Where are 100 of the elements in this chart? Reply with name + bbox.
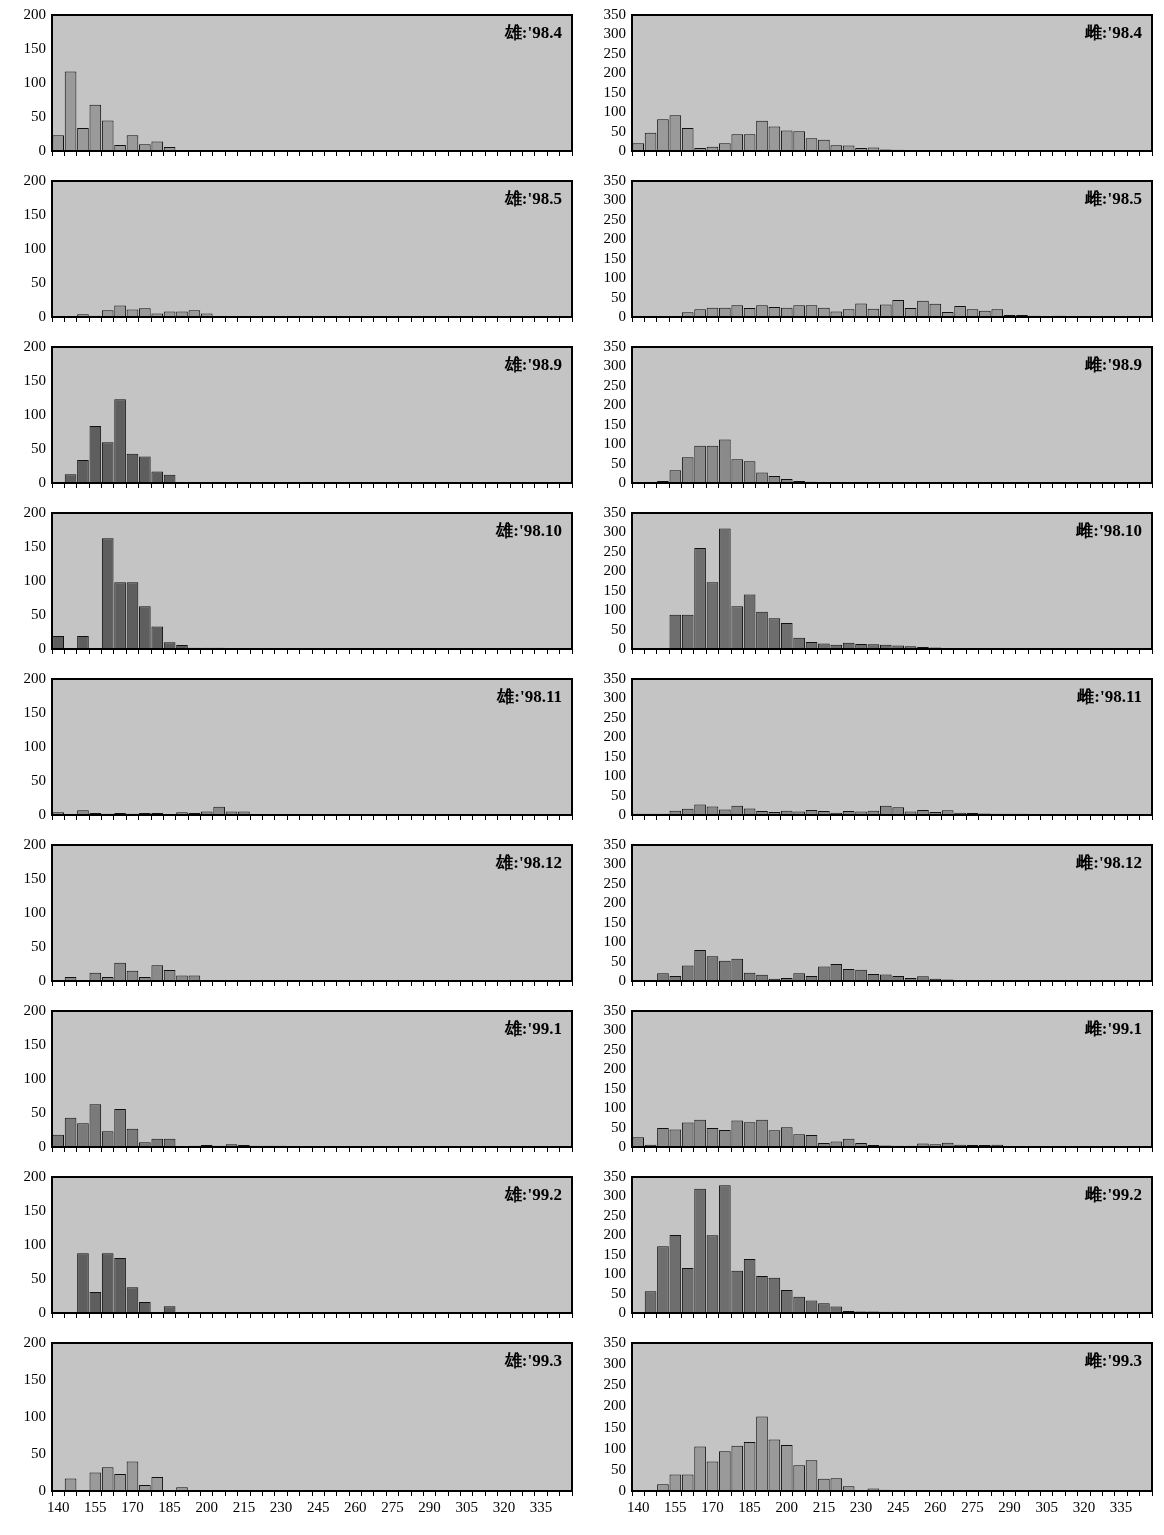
- y-tick-label: 0: [38, 805, 46, 822]
- y-tick-label: 100: [23, 1407, 46, 1424]
- y-tick-label: 250: [603, 874, 626, 891]
- y-tick-label: 0: [38, 1481, 46, 1498]
- y-tick-label: 200: [23, 669, 46, 686]
- y-tick-label: 100: [23, 903, 46, 920]
- y-tick-label: 0: [618, 141, 626, 158]
- annotation: 雌:'98.5: [1083, 188, 1142, 208]
- y-tick-label: 0: [618, 805, 626, 822]
- annotation: 雄:'99.3: [503, 1350, 562, 1370]
- x-tick-label: 335: [529, 1498, 553, 1515]
- y-tick-label: 200: [603, 230, 626, 247]
- y-tick-label: 200: [23, 1333, 46, 1350]
- y-tick-label: 0: [618, 473, 626, 490]
- x-tick-label: 170: [701, 1498, 724, 1515]
- y-tick-label: 100: [23, 737, 46, 754]
- x-tick-label: 305: [455, 1498, 479, 1515]
- y-tick-label: 350: [603, 171, 626, 188]
- x-tick-label: 245: [886, 1498, 910, 1515]
- y-tick-label: 100: [603, 1439, 626, 1456]
- x-tick-label: 320: [1072, 1498, 1096, 1515]
- annotation: 雌:'99.3: [1083, 1350, 1142, 1370]
- y-tick-label: 0: [38, 1137, 46, 1154]
- x-tick-label: 185: [738, 1498, 761, 1515]
- x-tick-label: 155: [664, 1498, 687, 1515]
- y-tick-label: 300: [603, 1187, 626, 1204]
- x-tick-label: 305: [1035, 1498, 1059, 1515]
- y-tick-label: 100: [23, 73, 46, 90]
- annotation: 雌:'99.2: [1083, 1184, 1142, 1204]
- y-tick-label: 300: [603, 357, 626, 374]
- y-tick-label: 100: [23, 1069, 46, 1086]
- y-tick-label: 50: [611, 122, 626, 139]
- x-tick-label: 230: [849, 1498, 873, 1515]
- y-tick-label: 100: [23, 405, 46, 422]
- annotation: 雄:'98.12: [495, 852, 562, 872]
- y-tick-label: 350: [603, 1001, 626, 1018]
- y-tick-label: 250: [603, 1040, 626, 1057]
- y-tick-label: 50: [611, 288, 626, 305]
- y-tick-label: 250: [603, 44, 626, 61]
- y-tick-label: 300: [603, 689, 626, 706]
- y-tick-label: 0: [38, 971, 46, 988]
- y-tick-label: 150: [23, 537, 46, 554]
- y-tick-label: 100: [23, 1235, 46, 1252]
- annotation: 雌:'98.9: [1083, 354, 1142, 374]
- y-tick-label: 0: [618, 971, 626, 988]
- y-tick-label: 100: [23, 239, 46, 256]
- y-tick-label: 150: [603, 83, 626, 100]
- y-tick-label: 200: [23, 503, 46, 520]
- y-tick-label: 300: [603, 191, 626, 208]
- y-tick-label: 150: [23, 703, 46, 720]
- x-tick-label: 140: [46, 1498, 70, 1515]
- y-tick-label: 200: [23, 1001, 46, 1018]
- y-tick-label: 200: [603, 1397, 626, 1414]
- y-tick-label: 100: [603, 435, 626, 452]
- y-tick-label: 0: [618, 1481, 626, 1498]
- y-tick-label: 50: [31, 1444, 46, 1461]
- y-tick-label: 50: [611, 786, 626, 803]
- y-tick-label: 200: [603, 1226, 626, 1243]
- y-tick-label: 50: [31, 1269, 46, 1286]
- annotation: 雄:'98.11: [496, 686, 562, 706]
- y-tick-label: 50: [31, 771, 46, 788]
- y-tick-label: 150: [603, 581, 626, 598]
- annotation: 雄:'99.1: [503, 1018, 562, 1038]
- y-tick-label: 50: [611, 952, 626, 969]
- y-tick-label: 100: [603, 933, 626, 950]
- x-tick-label: 140: [626, 1498, 650, 1515]
- y-tick-label: 300: [603, 25, 626, 42]
- annotation: 雄:'98.9: [503, 354, 562, 374]
- y-tick-label: 200: [23, 171, 46, 188]
- y-tick-label: 100: [603, 269, 626, 286]
- y-tick-label: 100: [603, 1265, 626, 1282]
- x-tick-label: 290: [998, 1498, 1021, 1515]
- y-tick-label: 0: [618, 1137, 626, 1154]
- y-tick-label: 200: [603, 562, 626, 579]
- y-tick-label: 300: [603, 855, 626, 872]
- y-tick-label: 150: [603, 1418, 626, 1435]
- y-tick-label: 0: [38, 639, 46, 656]
- y-tick-label: 50: [31, 273, 46, 290]
- y-tick-label: 350: [603, 1167, 626, 1184]
- x-tick-label: 230: [269, 1498, 293, 1515]
- x-tick-label: 260: [344, 1498, 367, 1515]
- y-tick-label: 200: [603, 396, 626, 413]
- x-tick-label: 155: [84, 1498, 107, 1515]
- y-tick-label: 150: [603, 1079, 626, 1096]
- y-tick-label: 0: [38, 141, 46, 158]
- y-tick-label: 100: [23, 571, 46, 588]
- y-tick-label: 250: [603, 210, 626, 227]
- y-tick-label: 150: [23, 1201, 46, 1218]
- y-tick-label: 0: [38, 1303, 46, 1320]
- y-tick-label: 50: [31, 937, 46, 954]
- x-tick-label: 245: [306, 1498, 330, 1515]
- y-tick-label: 350: [603, 337, 626, 354]
- y-tick-label: 250: [603, 1376, 626, 1393]
- x-tick-label: 335: [1109, 1498, 1133, 1515]
- annotation: 雌:'98.4: [1083, 22, 1143, 42]
- y-tick-label: 350: [603, 669, 626, 686]
- y-tick-label: 50: [31, 1103, 46, 1120]
- y-tick-label: 0: [618, 1303, 626, 1320]
- annotation: 雌:'98.12: [1075, 852, 1142, 872]
- y-tick-label: 150: [23, 1035, 46, 1052]
